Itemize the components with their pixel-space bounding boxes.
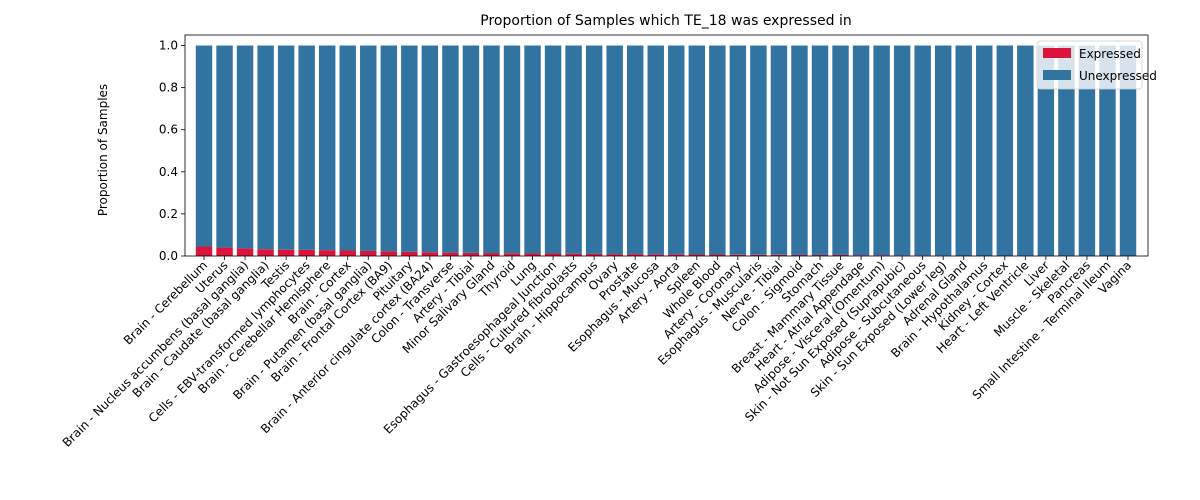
bar-unexpressed-brain-nucleus-accumbens-basal-ganglia: [236, 45, 254, 249]
bar-expressed-brain-putamen-basal-ganglia: [360, 250, 377, 256]
bar-expressed-artery-tibial: [462, 252, 480, 256]
bar-unexpressed-esophagus-muscularis: [750, 45, 767, 255]
bars-group: [195, 45, 1137, 256]
bar-expressed-brain-nucleus-accumbens-basal-ganglia: [236, 248, 254, 256]
bar-unexpressed-brain-hippocampus: [585, 45, 603, 254]
bar-unexpressed-brain-caudate-basal-ganglia: [257, 45, 274, 250]
bar-unexpressed-ovary: [606, 45, 623, 255]
bar-expressed-spleen: [688, 254, 706, 256]
bar-unexpressed-cells-cultured-fibroblasts: [565, 45, 582, 254]
bar-unexpressed-spleen: [688, 45, 706, 255]
bar-unexpressed-brain-putamen-basal-ganglia: [360, 45, 377, 251]
bar-unexpressed-liver: [1037, 45, 1055, 256]
bar-unexpressed-kidney-cortex: [996, 45, 1014, 256]
plot-frame: [184, 34, 1149, 257]
y-tick-label: 0.0: [159, 249, 178, 263]
bar-expressed-breast-mammary-tissue: [832, 254, 849, 256]
legend-label-unexpressed: Unexpressed: [1079, 69, 1157, 83]
bar-expressed-thyroid: [503, 253, 521, 256]
bar-expressed-lung: [524, 253, 541, 256]
y-tick-label: 0.6: [159, 123, 178, 137]
bar-unexpressed-adipose-visceral-omentum: [873, 45, 890, 256]
bar-unexpressed-colon-sigmoid: [791, 45, 808, 255]
bar-unexpressed-prostate: [626, 45, 644, 255]
bar-unexpressed-stomach: [811, 45, 829, 255]
bar-expressed-brain-cerebellum: [195, 246, 213, 256]
bar-expressed-cells-cultured-fibroblasts: [565, 253, 582, 256]
bar-unexpressed-minor-salivary-gland: [483, 45, 500, 254]
bar-unexpressed-brain-hypothalamus: [976, 45, 993, 256]
bar-expressed-stomach: [811, 254, 829, 256]
bar-unexpressed-brain-anterior-cingulate-cortex-ba24: [421, 45, 439, 253]
bar-unexpressed-colon-transverse: [442, 45, 459, 253]
bar-expressed-brain-cerebellar-hemisphere: [318, 250, 336, 256]
bar-unexpressed-vagina: [1119, 45, 1137, 256]
bar-expressed-nerve-tibial: [770, 254, 788, 256]
bar-unexpressed-breast-mammary-tissue: [832, 45, 849, 255]
bar-unexpressed-pituitary: [401, 45, 418, 252]
bar-unexpressed-uterus: [216, 45, 233, 248]
bar-expressed-cells-ebv-transformed-lymphocytes: [298, 249, 315, 256]
bar-expressed-brain-cortex: [339, 250, 356, 256]
bar-expressed-esophagus-muscularis: [750, 254, 767, 256]
bar-unexpressed-heart-atrial-appendage: [852, 45, 870, 256]
bar-unexpressed-whole-blood: [709, 45, 726, 255]
bar-unexpressed-heart-left-ventricle: [1017, 45, 1034, 256]
bar-unexpressed-thyroid: [503, 45, 521, 254]
bar-unexpressed-skin-not-sun-exposed-suprapubic: [893, 45, 911, 256]
bar-expressed-prostate: [626, 254, 644, 256]
bar-expressed-pituitary: [401, 251, 418, 256]
bar-unexpressed-cells-ebv-transformed-lymphocytes: [298, 45, 315, 250]
bar-unexpressed-muscle-skeletal: [1058, 45, 1075, 256]
bar-unexpressed-esophagus-gastroesophageal-junction: [544, 45, 562, 254]
bar-expressed-brain-hippocampus: [585, 253, 603, 256]
bar-unexpressed-brain-frontal-cortex-ba9: [380, 45, 398, 252]
bar-unexpressed-brain-cortex: [339, 45, 356, 251]
bar-expressed-artery-coronary: [729, 254, 747, 256]
bar-unexpressed-testis: [277, 45, 295, 250]
bar-unexpressed-artery-aorta: [668, 45, 685, 255]
bar-expressed-adipose-visceral-omentum: [873, 255, 890, 256]
bar-expressed-colon-sigmoid: [791, 254, 808, 256]
bar-expressed-brain-anterior-cingulate-cortex-ba24: [421, 252, 439, 256]
legend-swatch-unexpressed: [1043, 70, 1071, 80]
bar-unexpressed-nerve-tibial: [770, 45, 788, 255]
bar-unexpressed-artery-coronary: [729, 45, 747, 255]
y-tick-label: 0.2: [159, 207, 178, 221]
y-tick-label: 0.8: [159, 81, 178, 95]
y-tick-label: 1.0: [159, 39, 178, 53]
bar-unexpressed-brain-cerebellar-hemisphere: [318, 45, 336, 251]
bar-expressed-minor-salivary-gland: [483, 253, 500, 256]
bar-expressed-whole-blood: [709, 254, 726, 256]
bar-expressed-brain-caudate-basal-ganglia: [257, 249, 274, 256]
bar-expressed-ovary: [606, 254, 623, 256]
bar-unexpressed-skin-sun-exposed-lower-leg: [934, 45, 952, 256]
bar-unexpressed-lung: [524, 45, 541, 254]
bar-expressed-testis: [277, 249, 295, 256]
bar-expressed-artery-aorta: [668, 254, 685, 256]
bar-unexpressed-small-intestine-terminal-ileum: [1099, 45, 1116, 256]
y-tick-label: 0.4: [159, 165, 178, 179]
bar-unexpressed-esophagus-mucosa: [647, 45, 664, 255]
legend: Expressed Unexpressed: [1036, 40, 1157, 90]
legend-label-expressed: Expressed: [1079, 47, 1141, 61]
bar-expressed-colon-transverse: [442, 252, 459, 256]
bar-unexpressed-artery-tibial: [462, 45, 480, 253]
bar-expressed-brain-frontal-cortex-ba9: [380, 251, 398, 256]
y-axis: 0.0 0.2 0.4 0.6 0.8 1.0: [159, 39, 185, 263]
bar-expressed-heart-atrial-appendage: [852, 255, 870, 256]
bar-expressed-uterus: [216, 247, 233, 256]
bar-unexpressed-adipose-subcutaneous: [914, 45, 931, 256]
bar-expressed-esophagus-mucosa: [647, 254, 664, 256]
bar-expressed-esophagus-gastroesophageal-junction: [544, 253, 562, 256]
bar-unexpressed-adrenal-gland: [955, 45, 972, 256]
bar-unexpressed-pancreas: [1078, 45, 1096, 256]
chart-title: Proportion of Samples which TE_18 was ex…: [480, 13, 851, 29]
bar-unexpressed-brain-cerebellum: [195, 45, 213, 247]
y-axis-label: Proportion of Samples: [96, 84, 110, 216]
legend-swatch-expressed: [1043, 48, 1071, 58]
